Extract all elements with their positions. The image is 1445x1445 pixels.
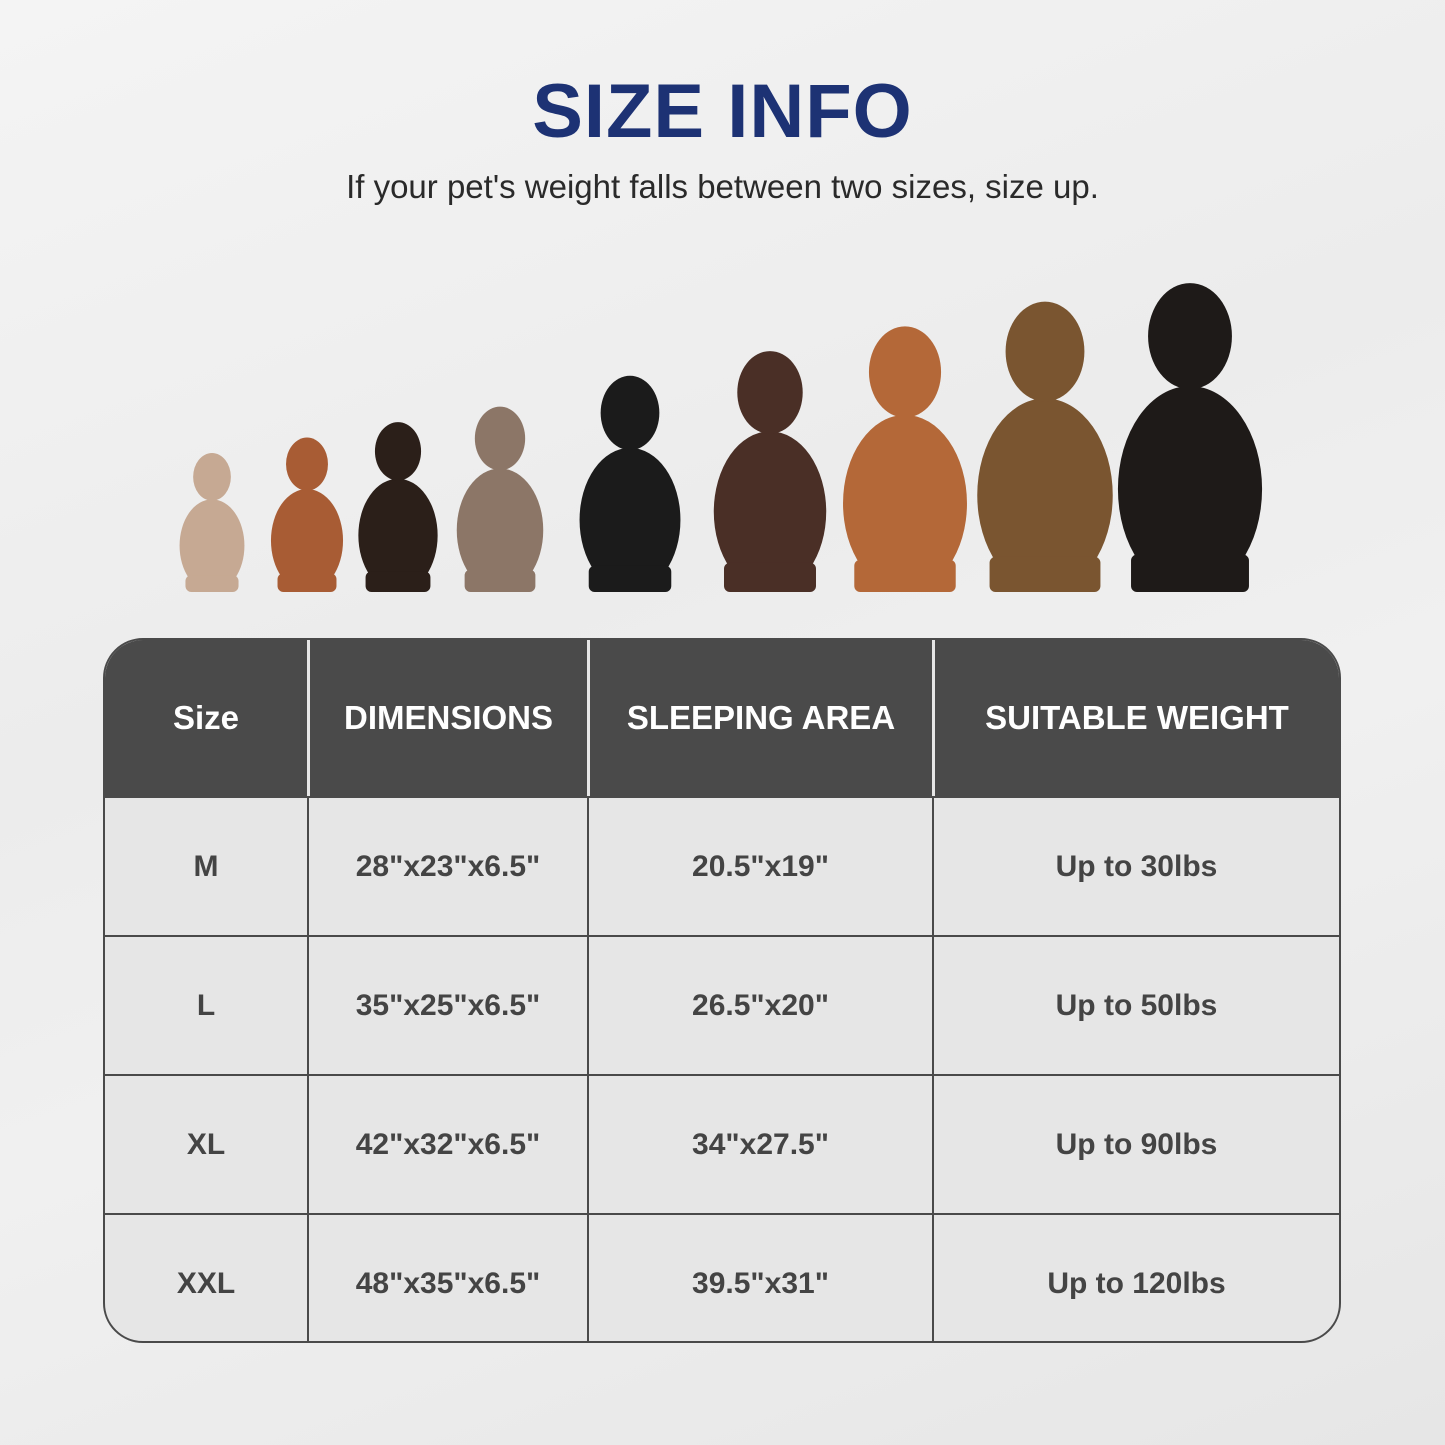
table-row: XXL 48"x35"x6.5" 39.5"x31" Up to 120lbs [105, 1213, 1339, 1341]
table-header-row: Size DIMENSIONS SLEEPING AREA SUITABLE W… [105, 640, 1339, 796]
cell-size: XXL [176, 1266, 236, 1300]
cell-sleeping-area: 26.5"x20" [587, 937, 932, 1074]
cell-weight: Up to 30lbs [932, 798, 1339, 935]
subtitle: If your pet's weight falls between two s… [346, 168, 1099, 205]
header-sleeping-area: SLEEPING AREA [587, 640, 932, 796]
cell-sleeping-area: 39.5"x31" [587, 1215, 932, 1341]
table-row: L 35"x25"x6.5" 26.5"x20" Up to 50lbs [105, 935, 1339, 1074]
header-size: Size [172, 699, 240, 736]
cell-dimensions: 48"x35"x6.5" [307, 1215, 587, 1341]
cell-weight: Up to 90lbs [932, 1076, 1339, 1213]
table-row: XL 42"x32"x6.5" 34"x27.5" Up to 90lbs [105, 1074, 1339, 1213]
cell-size: M [193, 849, 219, 883]
dog-bernese-mountain-dog-icon [1117, 283, 1263, 592]
dog-chocolate-labrador-icon [713, 351, 827, 592]
header-dimensions: DIMENSIONS [307, 640, 587, 796]
header-suitable-weight: SUITABLE WEIGHT [932, 640, 1339, 796]
dogs-lineup-image [179, 283, 1263, 592]
cell-size: L [196, 988, 216, 1022]
cell-dimensions: 42"x32"x6.5" [307, 1076, 587, 1213]
dog-border-collie-icon [579, 375, 681, 592]
dog-miniature-pinscher-icon [358, 422, 438, 592]
cell-sleeping-area: 20.5"x19" [587, 798, 932, 935]
table-row: M 28"x23"x6.5" 20.5"x19" Up to 30lbs [105, 796, 1339, 935]
size-table: Size DIMENSIONS SLEEPING AREA SUITABLE W… [103, 638, 1341, 1343]
cell-dimensions: 35"x25"x6.5" [307, 937, 587, 1074]
cell-size: XL [186, 1127, 226, 1161]
cell-sleeping-area: 34"x27.5" [587, 1076, 932, 1213]
dog-french-bulldog-icon [179, 453, 245, 592]
dog-vizsla-icon [843, 326, 967, 592]
cell-dimensions: 28"x23"x6.5" [307, 798, 587, 935]
dog-cavalier-king-charles-icon [270, 437, 344, 592]
dog-english-bulldog-icon [456, 406, 544, 592]
cell-weight: Up to 120lbs [932, 1215, 1339, 1341]
cell-weight: Up to 50lbs [932, 937, 1339, 1074]
dog-german-shepherd-icon [977, 301, 1113, 592]
page-title: SIZE INFO [532, 69, 913, 154]
